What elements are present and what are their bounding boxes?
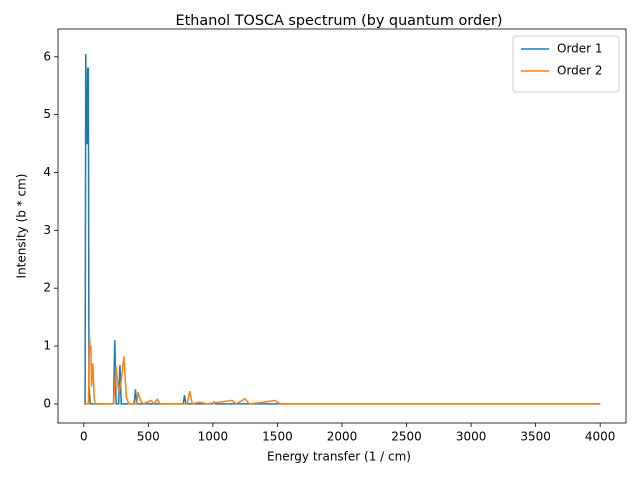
x-tick-label: 2000 bbox=[327, 430, 358, 444]
x-tick-label: 500 bbox=[137, 430, 160, 444]
x-tick-label: 1500 bbox=[262, 430, 293, 444]
y-tick-label: 2 bbox=[43, 281, 51, 295]
y-tick-label: 4 bbox=[43, 165, 51, 179]
y-tick-label: 0 bbox=[43, 396, 51, 410]
x-tick-label: 1000 bbox=[198, 430, 229, 444]
legend-label: Order 2 bbox=[557, 64, 603, 78]
y-tick-label: 1 bbox=[43, 339, 51, 353]
x-tick-label: 3000 bbox=[456, 430, 487, 444]
y-axis-label: Intensity (b * cm) bbox=[15, 174, 29, 279]
x-tick-label: 4000 bbox=[585, 430, 616, 444]
x-axis-label: Energy transfer (1 / cm) bbox=[267, 450, 411, 464]
y-tick-label: 5 bbox=[43, 107, 51, 121]
x-tick-label: 3500 bbox=[520, 430, 551, 444]
chart-title: Ethanol TOSCA spectrum (by quantum order… bbox=[176, 13, 503, 29]
plot-frame bbox=[57, 28, 627, 424]
data-line bbox=[83, 53, 601, 405]
data-line bbox=[83, 337, 601, 406]
legend-box bbox=[512, 35, 620, 93]
y-tick-label: 6 bbox=[43, 49, 51, 63]
y-tick-label: 3 bbox=[43, 223, 51, 237]
x-tick-label: 2500 bbox=[391, 430, 422, 444]
legend-label: Order 1 bbox=[557, 42, 603, 56]
x-tick-label: 0 bbox=[80, 430, 88, 444]
